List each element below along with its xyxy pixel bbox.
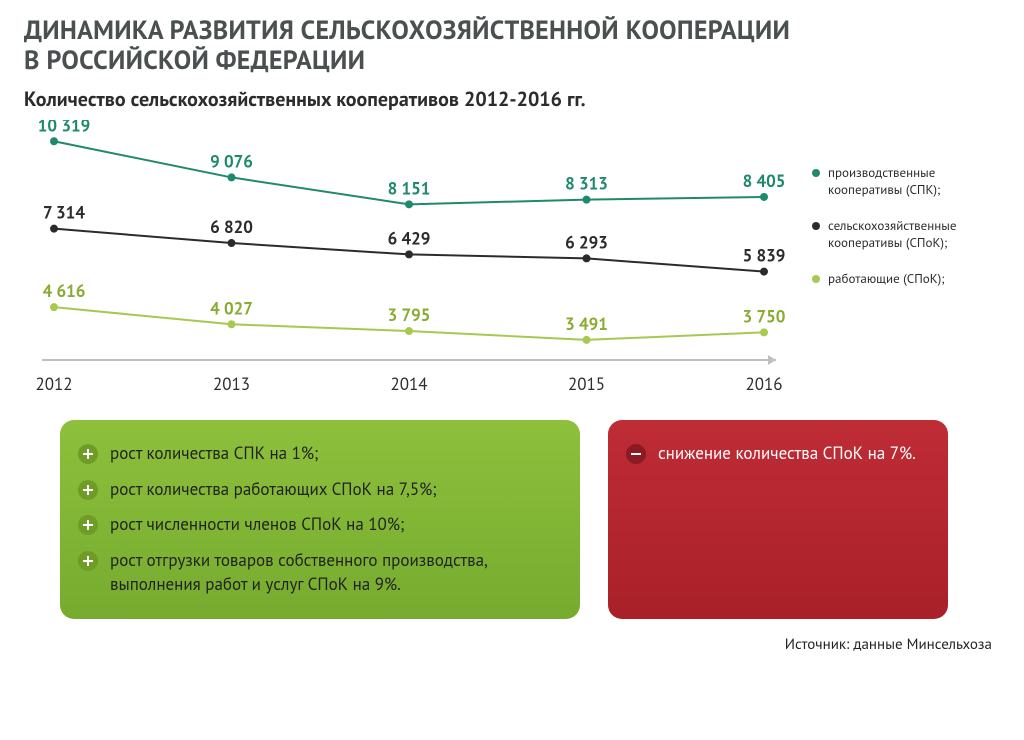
series-value-label: 4 027 bbox=[210, 297, 253, 319]
positive-text: рост отгрузки товаров собственного произ… bbox=[110, 549, 558, 597]
legend-dot-icon bbox=[812, 222, 820, 230]
chart-container: 2012 2013 2014 2015 2016 10 319 9 076 8 151 8 31… bbox=[24, 120, 1000, 410]
x-axis-label: 2016 bbox=[745, 373, 782, 395]
series-point-working bbox=[583, 336, 591, 344]
plus-icon bbox=[78, 551, 98, 571]
positive-text: рост количества СПК на 1%; bbox=[110, 442, 318, 466]
positive-item: рост количества работающих СПоК на 7,5%; bbox=[78, 478, 558, 502]
positive-item: рост количества СПК на 1%; bbox=[78, 442, 558, 466]
legend-label: сельскохозяйственные кооперативы (СПоК); bbox=[828, 217, 1000, 252]
positive-item: рост численности членов СПоК на 10%; bbox=[78, 513, 558, 537]
series-point-working bbox=[228, 320, 236, 328]
title-line-1: ДИНАМИКА РАЗВИТИЯ СЕЛЬСКОХОЗЯЙСТВЕННОЙ К… bbox=[24, 14, 790, 47]
minus-icon bbox=[626, 444, 646, 464]
series-value-label: 6 293 bbox=[565, 231, 608, 253]
legend-item-spok: сельскохозяйственные кооперативы (СПоК); bbox=[812, 217, 1000, 252]
series-value-label: 3 750 bbox=[743, 305, 786, 327]
series-point-spk bbox=[50, 137, 58, 145]
series-point-working bbox=[50, 303, 58, 311]
page-title: ДИНАМИКА РАЗВИТИЯ СЕЛЬСКОХОЗЯЙСТВЕННОЙ К… bbox=[24, 16, 1000, 76]
series-value-label: 5 839 bbox=[743, 244, 786, 266]
series-point-spk bbox=[228, 173, 236, 181]
negative-item: снижение количества СПоК на 7%. bbox=[626, 442, 926, 466]
source-text: Источник: данные Минсельхоза bbox=[24, 635, 1000, 654]
series-value-label: 6 429 bbox=[388, 227, 431, 249]
series-point-spok bbox=[405, 250, 413, 258]
series-point-spok bbox=[228, 239, 236, 247]
negatives-box: снижение количества СПоК на 7%. bbox=[608, 420, 948, 619]
positive-item: рост отгрузки товаров собственного произ… bbox=[78, 549, 558, 597]
series-point-spok bbox=[760, 267, 768, 275]
series-value-label: 8 313 bbox=[565, 172, 608, 194]
series-point-spok bbox=[50, 224, 58, 232]
legend-label: работающие (СПоК); bbox=[828, 270, 945, 288]
x-axis-label: 2013 bbox=[213, 373, 250, 395]
series-value-label: 3 491 bbox=[565, 313, 608, 335]
summary-boxes: рост количества СПК на 1%; рост количеств… bbox=[24, 420, 1000, 619]
series-point-working bbox=[760, 328, 768, 336]
legend-item-spk: производственные кооперативы (СПК); bbox=[812, 164, 1000, 199]
chart-svg: 2012 2013 2014 2015 2016 10 319 9 076 8 151 8 31… bbox=[24, 120, 794, 410]
series-value-label: 4 616 bbox=[43, 280, 86, 302]
series-value-label: 9 076 bbox=[210, 150, 253, 172]
plus-icon bbox=[78, 480, 98, 500]
series-point-spok bbox=[583, 254, 591, 262]
x-axis-label: 2015 bbox=[568, 373, 605, 395]
x-axis-label: 2014 bbox=[390, 373, 427, 395]
x-axis-label: 2012 bbox=[35, 373, 72, 395]
series-value-label: 10 319 bbox=[38, 120, 91, 136]
series-value-label: 3 795 bbox=[388, 304, 431, 326]
positive-text: рост количества работающих СПоК на 7,5%; bbox=[110, 478, 437, 502]
positive-text: рост численности членов СПоК на 10%; bbox=[110, 513, 404, 537]
series-point-spk bbox=[760, 193, 768, 201]
series-value-label: 8 405 bbox=[743, 170, 786, 192]
series-point-spk bbox=[405, 200, 413, 208]
plus-icon bbox=[78, 515, 98, 535]
plus-icon bbox=[78, 444, 98, 464]
negative-text: снижение количества СПоК на 7%. bbox=[658, 442, 916, 466]
positives-box: рост количества СПК на 1%; рост количеств… bbox=[60, 420, 580, 619]
series-value-label: 7 314 bbox=[43, 201, 85, 223]
series-value-label: 8 151 bbox=[388, 177, 431, 199]
legend-dot-icon bbox=[812, 169, 820, 177]
line-chart: 2012 2013 2014 2015 2016 10 319 9 076 8 151 8 31… bbox=[24, 120, 794, 410]
legend: производственные кооперативы (СПК); сельс… bbox=[812, 164, 1000, 306]
series-point-working bbox=[405, 327, 413, 335]
title-line-2: В РОССИЙСКОЙ ФЕДЕРАЦИИ bbox=[24, 44, 365, 77]
legend-item-working: работающие (СПоК); bbox=[812, 270, 1000, 288]
subtitle: Количество сельскохозяйственных кооперат… bbox=[24, 86, 1000, 112]
negatives-list: снижение количества СПоК на 7%. bbox=[626, 442, 926, 466]
positives-list: рост количества СПК на 1%; рост количеств… bbox=[78, 442, 558, 597]
series-point-spk bbox=[583, 195, 591, 203]
series-value-label: 6 820 bbox=[210, 216, 253, 238]
legend-dot-icon bbox=[812, 275, 820, 283]
legend-label: производственные кооперативы (СПК); bbox=[828, 164, 1000, 199]
